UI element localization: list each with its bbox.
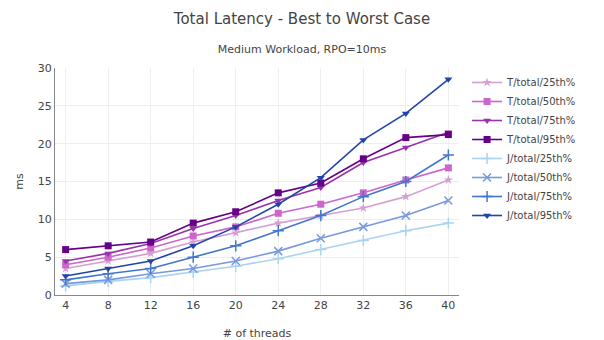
svg-text:20: 20 (38, 138, 52, 151)
svg-text:J/total/50th%: J/total/50th% (506, 172, 572, 183)
svg-text:16: 16 (186, 299, 200, 312)
svg-text:J/total/75th%: J/total/75th% (506, 191, 572, 202)
svg-text:24: 24 (271, 299, 285, 312)
svg-text:40: 40 (441, 299, 455, 312)
svg-text:30: 30 (38, 62, 52, 75)
svg-text:12: 12 (144, 299, 158, 312)
svg-text:# of threads: # of threads (223, 327, 292, 340)
svg-text:10: 10 (38, 213, 52, 226)
svg-text:36: 36 (399, 299, 413, 312)
svg-text:T/total/25th%: T/total/25th% (506, 77, 575, 88)
svg-text:Medium Workload, RPO=10ms: Medium Workload, RPO=10ms (218, 43, 387, 56)
svg-text:J/total/25th%: J/total/25th% (506, 153, 572, 164)
svg-text:4: 4 (62, 299, 69, 312)
svg-text:28: 28 (314, 299, 328, 312)
svg-text:25: 25 (38, 100, 52, 113)
svg-text:0: 0 (45, 289, 52, 302)
svg-text:T/total/95th%: T/total/95th% (506, 134, 575, 145)
svg-text:8: 8 (105, 299, 112, 312)
svg-text:ms: ms (13, 173, 26, 190)
svg-text:32: 32 (356, 299, 370, 312)
svg-text:T/total/75th%: T/total/75th% (506, 115, 575, 126)
svg-text:T/total/50th%: T/total/50th% (506, 96, 575, 107)
svg-text:20: 20 (229, 299, 243, 312)
svg-text:Total Latency - Best to Worst: Total Latency - Best to Worst Case (173, 10, 430, 28)
svg-text:5: 5 (45, 251, 52, 264)
svg-text:15: 15 (38, 175, 52, 188)
svg-text:J/total/95th%: J/total/95th% (506, 210, 572, 221)
